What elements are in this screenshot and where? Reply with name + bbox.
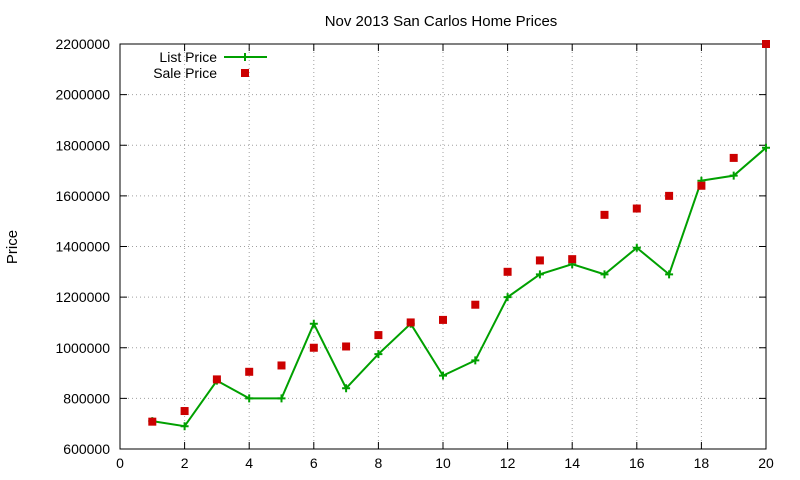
sale-price-point <box>245 367 254 376</box>
legend-swatch-marker <box>241 69 249 77</box>
y-tick-label: 600000 <box>63 441 110 457</box>
series-group <box>148 40 770 431</box>
x-tick-label: 18 <box>694 455 710 471</box>
y-tick-label: 2000000 <box>55 87 110 103</box>
sale-price-point <box>277 361 286 370</box>
x-tick-label: 12 <box>500 455 516 471</box>
y-axis-label: Price <box>4 230 21 264</box>
chart-title: Nov 2013 San Carlos Home Prices <box>325 13 558 30</box>
sale-price-point <box>309 343 318 352</box>
sale-price-point <box>697 181 706 190</box>
list-price-point <box>439 371 447 380</box>
x-tick-label: 10 <box>435 455 451 471</box>
y-tick-label: 1000000 <box>55 340 110 356</box>
list-price-point <box>762 143 770 152</box>
y-tick-label: 1200000 <box>55 289 110 305</box>
legend-label: List Price <box>159 49 217 65</box>
legend-swatch-marker <box>241 53 249 61</box>
axis-ticks: 0 2 4 6 8 10 12 14 16 18 20 600000 800000 1000000 1200… <box>55 36 774 471</box>
list-price-point <box>180 422 189 431</box>
list-price-point <box>277 394 286 403</box>
list-price-point <box>342 384 351 393</box>
y-tick-label: 1800000 <box>55 137 110 153</box>
sale-price-point <box>406 318 415 327</box>
x-tick-label: 14 <box>564 455 580 471</box>
x-tick-label: 0 <box>116 455 124 471</box>
list-price-point <box>729 171 738 180</box>
list-price-point <box>503 293 512 302</box>
x-tick-label: 16 <box>629 455 645 471</box>
list-price-point <box>374 350 383 359</box>
list-price-point <box>600 270 609 279</box>
list-price-point <box>471 356 480 365</box>
sale-price-point <box>503 267 512 276</box>
x-tick-label: 6 <box>310 455 318 471</box>
list-price-point <box>665 270 674 279</box>
sale-price-point <box>212 375 221 384</box>
list-price-point <box>245 394 254 403</box>
sale-price-point <box>439 315 447 324</box>
sale-price-point <box>535 256 544 265</box>
sale-price-point <box>600 210 609 219</box>
sale-price-point <box>342 342 351 351</box>
sale-price-point <box>568 255 577 264</box>
list-price-point <box>632 243 641 252</box>
y-tick-label: 2200000 <box>55 36 110 52</box>
y-tick-label: 1400000 <box>55 239 110 255</box>
sale-price-point <box>471 300 480 309</box>
sale-price-point <box>374 331 383 340</box>
x-tick-label: 20 <box>758 455 774 471</box>
sale-price-point <box>632 204 641 213</box>
list-price-point <box>309 319 318 328</box>
x-tick-label: 4 <box>245 455 253 471</box>
list-price-point <box>535 270 544 279</box>
sale-price-point <box>729 153 738 162</box>
x-tick-label: 8 <box>375 455 383 471</box>
x-tick-label: 2 <box>181 455 189 471</box>
sale-price-point <box>180 407 189 416</box>
y-tick-label: 1600000 <box>55 188 110 204</box>
y-tick-label: 800000 <box>63 390 110 406</box>
legend-label: Sale Price <box>153 65 217 81</box>
grid <box>120 44 766 449</box>
series-line-list-price <box>152 147 767 428</box>
sale-price-point <box>762 40 770 48</box>
sale-price-point <box>665 191 674 200</box>
sale-price-point <box>148 417 157 426</box>
